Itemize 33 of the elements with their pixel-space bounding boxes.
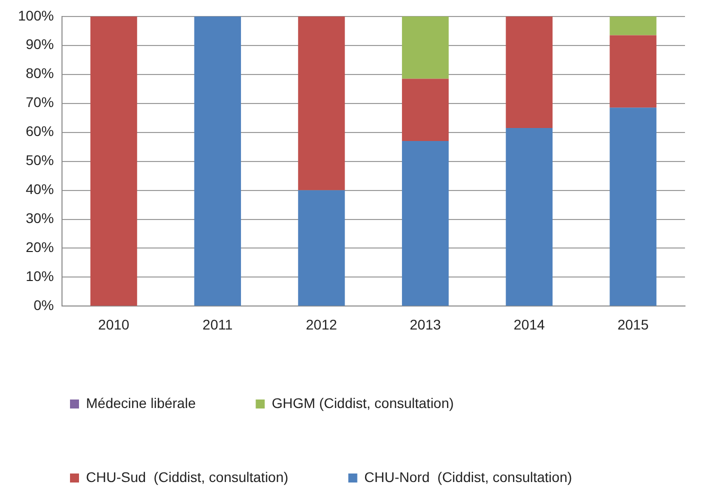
x-tick-label: 2014 <box>514 316 545 332</box>
bar <box>90 16 138 306</box>
bar <box>610 35 656 108</box>
bar <box>506 16 553 128</box>
legend-label: Médecine libérale <box>86 394 196 411</box>
bar <box>298 16 345 190</box>
x-tick-label: 2012 <box>306 316 338 332</box>
legend-label: CHU-Sud (Ciddist, consultation) <box>86 468 288 485</box>
y-tick-label: 50% <box>26 152 54 168</box>
y-tick-label: 70% <box>26 94 54 110</box>
y-tick-label: 80% <box>26 65 54 82</box>
bar <box>402 78 449 142</box>
y-tick-label: 60% <box>26 123 54 140</box>
bar <box>194 16 241 306</box>
bar <box>298 190 345 306</box>
y-tick-label: 30% <box>26 210 54 226</box>
y-tick-label: 0% <box>34 297 54 314</box>
x-tick-label: 2013 <box>410 316 442 332</box>
y-tick-label: 40% <box>26 181 54 198</box>
y-tick-label: 100% <box>18 7 54 24</box>
legend-label: GHGM (Ciddist, consultation) <box>272 394 454 411</box>
bar <box>506 128 553 306</box>
x-tick-label: 2010 <box>98 316 130 332</box>
x-tick-label: 2011 <box>202 316 233 332</box>
bar <box>402 141 449 306</box>
y-tick-label: 20% <box>26 239 54 256</box>
bar <box>402 16 449 79</box>
bar <box>610 16 656 36</box>
legend-label: CHU-Nord (Ciddist, consultation) <box>364 468 572 485</box>
y-tick-label: 10% <box>26 268 54 284</box>
y-tick-label: 90% <box>26 36 54 52</box>
bar <box>610 108 656 306</box>
x-tick-label: 2015 <box>617 316 649 332</box>
